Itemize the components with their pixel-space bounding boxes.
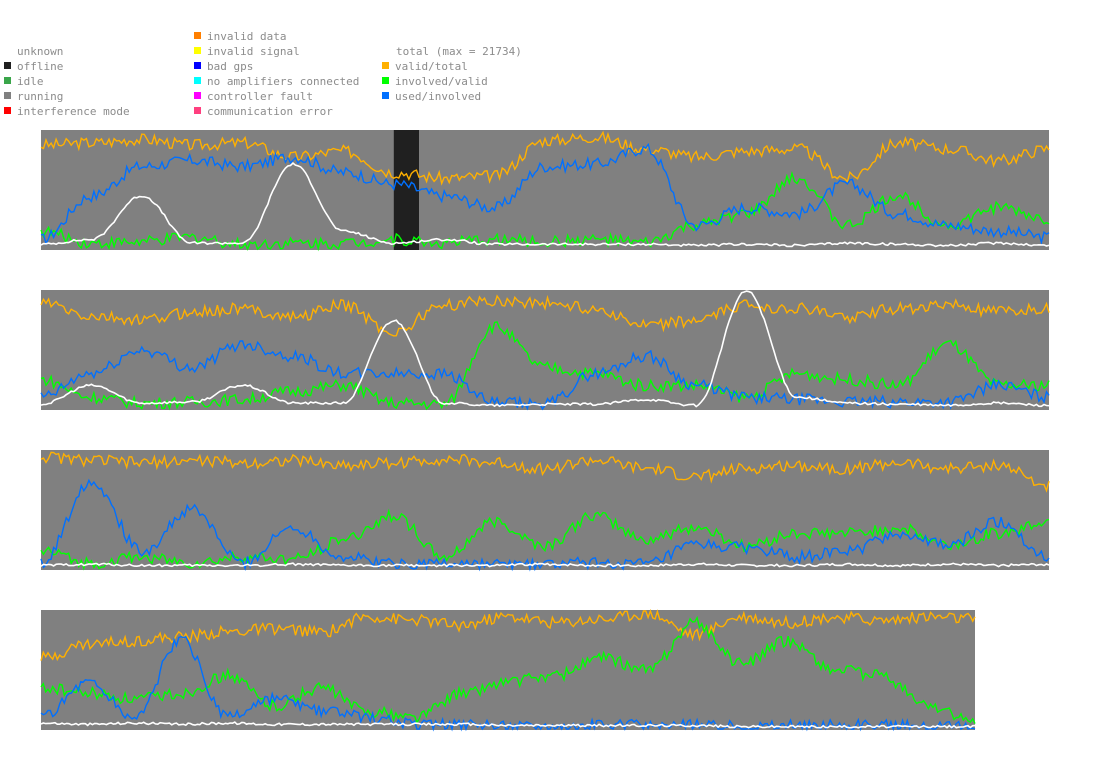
legend-swatch-icon [4, 77, 11, 84]
legend-swatch-icon [194, 107, 201, 114]
legend-swatch-icon [194, 47, 201, 54]
series-line-valid-total [40, 294, 1050, 337]
series-line-total [40, 162, 1050, 248]
legend-swatch-icon [382, 62, 389, 69]
legend-swatch-icon [382, 92, 389, 99]
legend-label: unknown [17, 45, 64, 58]
legend-swatch-icon [194, 62, 201, 69]
series-line-involved-valid [40, 508, 1050, 571]
legend-swatch-icon [4, 62, 11, 69]
legend-swatch-icon [194, 32, 201, 39]
legend-label: invalid data [207, 30, 287, 43]
chart-panel-1 [40, 130, 1050, 252]
legend-label: used/involved [395, 90, 482, 103]
legend-swatch-icon [4, 47, 11, 54]
legend-swatch-icon [194, 92, 201, 99]
series-line-used-involved [40, 142, 1050, 246]
chart-panel-3 [40, 450, 1050, 572]
legend-label: valid/total [395, 60, 468, 73]
legend-label: controller fault [207, 90, 313, 103]
legend-label: interference mode [17, 105, 130, 118]
legend-label: communication error [207, 105, 333, 118]
legend-label: running [17, 90, 64, 103]
legend-label: invalid signal [207, 45, 300, 58]
series-line-involved-valid [40, 615, 976, 724]
legend-total-label: total (max = 21734) [396, 45, 522, 58]
series-line-used-involved [40, 478, 1050, 572]
legend-swatch-icon [382, 77, 389, 84]
chart-panel-4 [40, 608, 976, 732]
chart-panel-2 [40, 290, 1050, 411]
series-line-used-involved [40, 635, 976, 732]
series-line-valid-total [40, 130, 1050, 186]
legend-swatch-icon [194, 77, 201, 84]
legend-swatch-icon [4, 92, 11, 99]
series-line-valid-total [40, 608, 976, 662]
series-line-total [40, 562, 1050, 568]
legend-label: bad gps [207, 60, 254, 73]
legend-label: offline [17, 60, 64, 73]
legend-swatch-icon [4, 107, 11, 114]
series-line-involved-valid [40, 321, 1050, 411]
status-band-offline [393, 130, 419, 250]
panel-background [41, 610, 975, 730]
legend-label: idle [17, 75, 44, 88]
series-line-total [40, 721, 976, 729]
series-line-valid-total [40, 451, 1050, 493]
legend-label: involved/valid [395, 75, 488, 88]
legend-label: no amplifiers connected [207, 75, 360, 88]
series-line-total [40, 290, 1050, 408]
panel-background [41, 450, 1049, 570]
